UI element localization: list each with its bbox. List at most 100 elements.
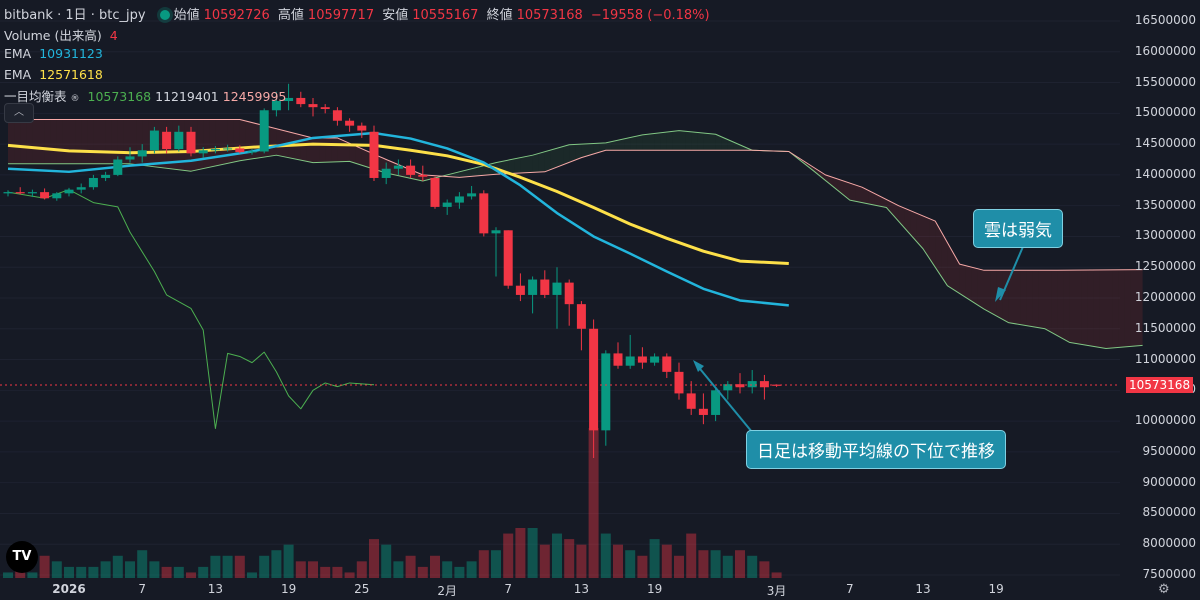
candle-body xyxy=(503,230,513,286)
cloud-segment xyxy=(20,119,27,164)
cloud-segment xyxy=(1136,269,1143,346)
volume-bar xyxy=(625,550,636,578)
cloud-segment xyxy=(245,121,252,160)
cloud-segment xyxy=(587,143,594,156)
cloud-segment xyxy=(93,119,100,164)
price-tick-label: 14000000 xyxy=(1134,166,1196,181)
candle-body xyxy=(393,165,403,169)
price-tick-label: 15000000 xyxy=(1134,105,1196,120)
close-label: 終値 xyxy=(486,8,513,23)
cloud-segment xyxy=(520,156,527,174)
candle-body xyxy=(235,148,245,153)
cloud-segment xyxy=(69,119,76,164)
candle-body xyxy=(467,193,477,197)
cloud-segment xyxy=(117,119,124,164)
tradingview-logo-icon[interactable]: TV xyxy=(6,541,38,573)
volume-bar xyxy=(39,555,50,578)
candle-body xyxy=(698,408,708,415)
cloud-segment xyxy=(26,119,33,164)
cloud-segment xyxy=(563,144,570,165)
time-tick-label: 2月 xyxy=(437,584,458,598)
volume-bar xyxy=(295,561,306,578)
candle-body xyxy=(479,193,489,234)
volume-bar xyxy=(344,572,355,578)
ema-slow-line xyxy=(7,142,789,266)
ema-slow-legend[interactable]: EMA 12571618 xyxy=(4,67,107,82)
candle-body xyxy=(27,192,37,194)
volume-bar xyxy=(454,566,465,578)
volume-bar xyxy=(503,533,514,578)
candle-body xyxy=(162,131,172,150)
cloud-segment xyxy=(459,170,466,178)
cloud-segment xyxy=(1026,270,1033,327)
volume-bar xyxy=(759,561,770,578)
cloud-segment xyxy=(1075,270,1082,345)
cloud-segment xyxy=(392,162,399,176)
ema-fast-line xyxy=(7,131,789,307)
candle-body xyxy=(369,131,379,178)
price-tick-label: 13500000 xyxy=(1134,197,1196,212)
cloud-segment xyxy=(630,136,637,151)
cloud-segment xyxy=(1069,270,1076,344)
candle-body xyxy=(406,165,416,175)
low-label: 安値 xyxy=(382,8,409,23)
cloud-segment xyxy=(355,146,362,166)
volume-bar xyxy=(369,539,379,578)
cloud-segment xyxy=(1106,269,1113,349)
cloud-segment xyxy=(337,137,344,162)
volume-bar xyxy=(356,561,367,578)
volume-legend[interactable]: Volume (出来高) 4 xyxy=(4,25,122,44)
cloud-segment xyxy=(599,142,606,153)
low-value: 10555167 xyxy=(412,8,479,23)
volume-bar xyxy=(576,544,587,578)
settings-gear-icon[interactable]: ⚙ xyxy=(1158,582,1170,597)
cloud-segment xyxy=(904,208,911,236)
cloud-segment xyxy=(1063,270,1070,343)
ema-fast-value: 10931123 xyxy=(39,46,103,61)
cloud-segment xyxy=(1014,270,1021,325)
cloud-segment xyxy=(819,170,826,181)
candle-body xyxy=(3,192,13,194)
ichimoku-value-3: 12459995 xyxy=(222,89,287,104)
volume-bar xyxy=(686,533,697,578)
candle-body xyxy=(320,107,330,110)
cloud-segment xyxy=(331,137,338,162)
cloud-segment xyxy=(990,270,997,316)
price-tick-label: 10000000 xyxy=(1134,413,1196,428)
candle-body xyxy=(540,279,550,295)
candle-body xyxy=(711,390,721,415)
volume-bar xyxy=(76,566,87,578)
cloud-segment xyxy=(227,119,234,164)
cloud-segment xyxy=(239,119,246,161)
cloud-segment xyxy=(99,119,106,164)
cloud-segment xyxy=(325,137,332,163)
symbol-title[interactable]: bitbank · 1日 · btc_jpy xyxy=(4,8,146,23)
ema-fast-legend[interactable]: EMA 10931123 xyxy=(4,46,107,61)
cloud-segment xyxy=(215,119,222,166)
collapse-legend-button[interactable]: ︿ xyxy=(4,103,34,123)
candle-body xyxy=(418,174,428,177)
candle-body xyxy=(40,192,50,199)
candle-body xyxy=(564,282,574,305)
candle-body xyxy=(271,101,281,111)
volume-bar xyxy=(137,550,148,578)
cloud-segment xyxy=(977,268,984,310)
cloud-segment xyxy=(62,119,69,164)
candle-body xyxy=(186,131,196,154)
price-tick-label: 12500000 xyxy=(1134,259,1196,274)
candle-body xyxy=(284,97,294,102)
cloud-segment xyxy=(508,158,515,174)
candle-body xyxy=(137,150,147,157)
ichimoku-legend[interactable]: 一目均衡表 ® 10573168 11219401 12459995 xyxy=(4,86,290,105)
volume-bar xyxy=(186,572,196,578)
time-tick-label: 25 xyxy=(354,582,370,596)
cloud-segment xyxy=(910,210,917,242)
price-tick-label: 16500000 xyxy=(1134,13,1196,27)
chikou-span-line xyxy=(7,189,375,429)
volume-bar xyxy=(51,561,62,578)
cloud-segment xyxy=(8,119,15,164)
cloud-segment xyxy=(642,134,649,151)
cloud-segment xyxy=(654,132,661,151)
candle-body xyxy=(332,110,342,121)
